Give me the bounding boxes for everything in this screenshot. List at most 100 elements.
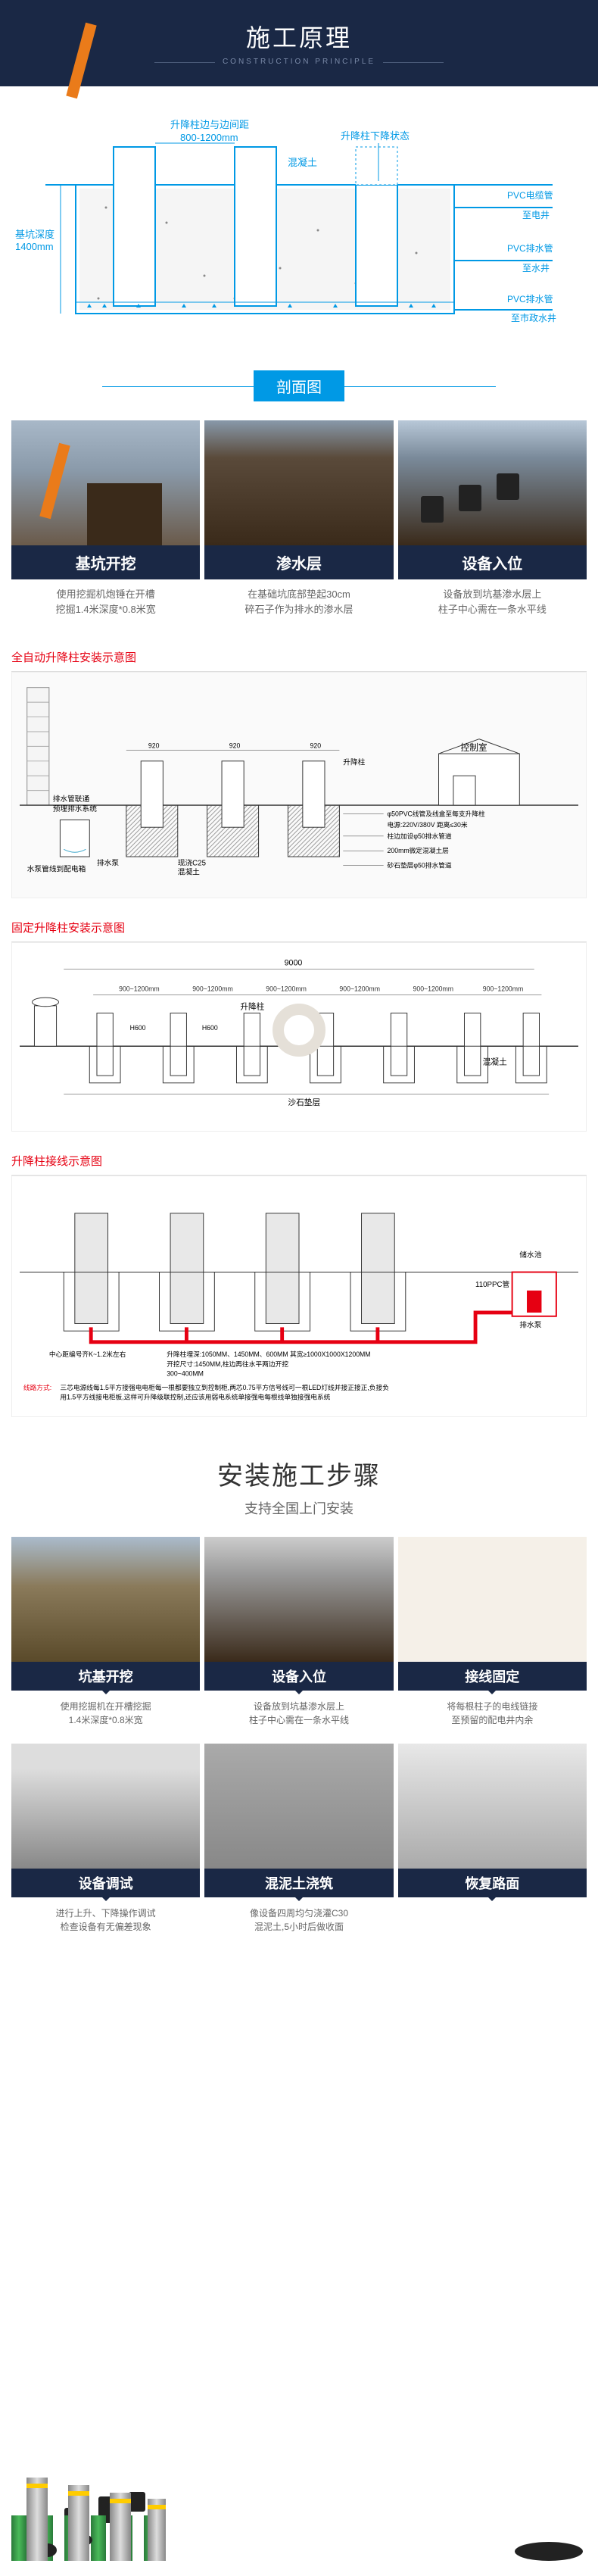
svg-text:混凝土: 混凝土 [483,1057,507,1066]
photo-card-drainage: 渗水层 在基础坑底部垫起30cm碎石子作为排水的渗水层 [204,420,393,624]
svg-text:900~1200mm: 900~1200mm [266,985,307,992]
svg-text:电源:220V/380V 距离≤30米: 电源:220V/380V 距离≤30米 [388,820,468,829]
svg-text:900~1200mm: 900~1200mm [483,985,524,992]
photo-card-step1: 坑基开挖 使用挖掘机在开槽挖掘1.4米深度*0.8米宽 [11,1537,200,1736]
svg-text:PVC排水管: PVC排水管 [507,293,553,304]
photo-step4 [11,1744,200,1869]
photo-card-step5: 混泥土浇筑 像设备四周均匀浇灌C30混泥土,5小时后做收面 [204,1744,393,1943]
photo-desc: 设备放到坑基渗水层上柱子中心需在一条水平线 [398,579,587,624]
section-label-row: 剖面图 [0,363,598,409]
photo-label: 基坑开挖 [11,545,200,579]
photo-card-step6: 恢复路面 [398,1744,587,1943]
schematic-title: 升降柱接线示意图 [11,1147,587,1176]
svg-text:9000: 9000 [285,958,303,967]
gallery-row-2: 坑基开挖 使用挖掘机在开槽挖掘1.4米深度*0.8米宽 设备入位 设备放到坑基渗… [0,1533,598,1740]
svg-text:110PPC管: 110PPC管 [475,1279,509,1289]
svg-text:中心距编号齐K~1.2米左右: 中心距编号齐K~1.2米左右 [49,1350,126,1358]
photo-step2 [204,1537,393,1662]
photo-desc: 使用挖掘机在开槽挖掘1.4米深度*0.8米宽 [11,1691,200,1736]
section-svg: 升降柱边与边间距 800-1200mm 混凝土 升降柱下降状态 基坑深度 140… [15,109,583,336]
photo-step5 [204,1744,393,1869]
svg-text:排水泵: 排水泵 [519,1320,541,1330]
svg-text:预埋排水系统: 预埋排水系统 [53,804,98,813]
svg-text:控制室: 控制室 [461,742,487,753]
photo-label: 坑基开挖 [11,1662,200,1691]
svg-text:300~400MM: 300~400MM [167,1370,204,1378]
svg-text:混凝土: 混凝土 [288,157,317,168]
svg-text:储水池: 储水池 [519,1250,541,1260]
svg-text:升降柱下降状态: 升降柱下降状态 [341,130,410,142]
schematic-title: 固定升降柱安装示意图 [11,913,587,942]
svg-text:PVC排水管: PVC排水管 [507,242,553,254]
gallery-row-3: 设备调试 进行上升、下降操作调试检查设备有无偏差现象 混泥土浇筑 像设备四周均匀… [0,1740,598,1947]
svg-text:900~1200mm: 900~1200mm [192,985,233,992]
photo-placement [398,420,587,545]
svg-text:升降柱: 升降柱 [343,757,365,767]
photo-desc: 像设备四周均匀浇灌C30混泥土,5小时后做收面 [204,1897,393,1943]
svg-text:920: 920 [148,742,160,749]
install-title: 安装施工步骤 [0,1455,598,1492]
svg-text:用1.5平方线接电柜板,这样可升降级联控制,还应该用弱电系统: 用1.5平方线接电柜板,这样可升降级联控制,还应该用弱电系统单接强电每根线单独接… [60,1393,330,1401]
photo-card-step3: 接线固定 将每根柱子的电线链接至预留的配电井内余 [398,1537,587,1736]
photo-label: 设备入位 [204,1662,393,1691]
photo-card-step4: 设备调试 进行上升、下降操作调试检查设备有无偏差现象 [11,1744,200,1943]
svg-text:至水井: 至水井 [522,263,550,273]
photo-desc: 使用挖掘机炮锤在开槽挖掘1.4米深度*0.8米宽 [11,579,200,624]
svg-text:开挖尺寸:1450MM,柱边再往水平两边开挖: 开挖尺寸:1450MM,柱边再往水平两边开挖 [167,1360,288,1368]
svg-text:升降柱边与边间距: 升降柱边与边间距 [170,119,249,130]
cross-section-diagram: 升降柱边与边间距 800-1200mm 混凝土 升降柱下降状态 基坑深度 140… [0,86,598,363]
svg-text:900~1200mm: 900~1200mm [119,985,160,992]
svg-text:H600: H600 [202,1024,218,1032]
install-subtitle: 支持全国上门安装 [0,1498,598,1518]
svg-text:φ50PVC线管及线盒至每支升降柱: φ50PVC线管及线盒至每支升降柱 [388,810,485,818]
photo-label: 混泥土浇筑 [204,1869,393,1897]
photo-desc: 在基础坑底部垫起30cm碎石子作为排水的渗水层 [204,579,393,624]
svg-text:H600: H600 [130,1024,146,1032]
photo-step6 [398,1744,587,1869]
photo-excavation [11,420,200,545]
photo-card-excavation: 基坑开挖 使用挖掘机炮锤在开槽挖掘1.4米深度*0.8米宽 [11,420,200,624]
photo-drainage [204,420,393,545]
svg-text:排水管联通: 排水管联通 [53,794,90,804]
svg-text:900~1200mm: 900~1200mm [339,985,380,992]
svg-text:三芯电源线每1.5平方接强电电柜每一根都要独立到控制柜,两芯: 三芯电源线每1.5平方接强电电柜每一根都要独立到控制柜,两芯0.75平方信号线可… [60,1383,389,1391]
svg-text:800-1200mm: 800-1200mm [180,132,238,143]
photo-step3 [398,1537,587,1662]
svg-text:排水泵: 排水泵 [97,858,119,868]
svg-text:900~1200mm: 900~1200mm [413,985,454,992]
svg-text:基坑深度: 基坑深度 [15,229,55,240]
photo-label: 渗水层 [204,545,393,579]
schematic-wiring: 升降柱接线示意图 储水池 排水泵 110PPC管 [0,1139,598,1424]
svg-text:至市政水井: 至市政水井 [511,312,556,323]
svg-text:线路方式:: 线路方式: [23,1383,51,1391]
photo-card-step2: 设备入位 设备放到坑基渗水层上柱子中心需在一条水平线 [204,1537,393,1736]
photo-desc: 进行上升、下降操作调试检查设备有无偏差现象 [11,1897,200,1943]
svg-text:砂石垫层φ50排水管道: 砂石垫层φ50排水管道 [388,861,452,870]
svg-text:1400mm: 1400mm [15,241,54,252]
photo-desc: 设备放到坑基渗水层上柱子中心需在一条水平线 [204,1691,393,1736]
photo-desc: 将每根柱子的电线链接至预留的配电井内余 [398,1691,587,1736]
svg-text:水泵管线到配电箱: 水泵管线到配电箱 [27,863,86,873]
schematic-auto-bollard: 全自动升降柱安装示意图 控制室 排水管联通 [0,635,598,906]
section-label: 剖面图 [254,370,344,401]
photo-step1 [11,1537,200,1662]
svg-text:PVC电缆管: PVC电缆管 [507,189,553,201]
svg-text:现浇C25: 现浇C25 [178,858,206,868]
photo-label: 接线固定 [398,1662,587,1691]
svg-text:920: 920 [229,742,241,749]
svg-text:升降柱: 升降柱 [240,1002,264,1012]
svg-text:至电井: 至电井 [522,210,550,220]
install-steps-header: 安装施工步骤 支持全国上门安装 [0,1425,598,1533]
svg-text:沙石垫层: 沙石垫层 [288,1098,320,1107]
photo-desc [398,1897,587,1929]
photo-label: 设备调试 [11,1869,200,1897]
header-subtitle: CONSTRUCTION PRINCIPLE [223,58,375,66]
svg-text:柱边加设φ50排水管道: 柱边加设φ50排水管道 [388,832,452,840]
schematic-body: 控制室 排水管联通 预埋排水系统 水泵管线到配电箱 排水泵 现浇C25 混凝土 … [11,672,587,898]
photo-card-placement: 设备入位 设备放到坑基渗水层上柱子中心需在一条水平线 [398,420,587,624]
photo-label: 设备入位 [398,545,587,579]
svg-text:混凝土: 混凝土 [178,866,200,876]
svg-text:升降柱埋深:1050MM、1450MM、600MM 其宽≥1: 升降柱埋深:1050MM、1450MM、600MM 其宽≥1000X1000X1… [167,1350,370,1358]
svg-text:920: 920 [310,742,322,749]
photo-label: 恢复路面 [398,1869,587,1897]
